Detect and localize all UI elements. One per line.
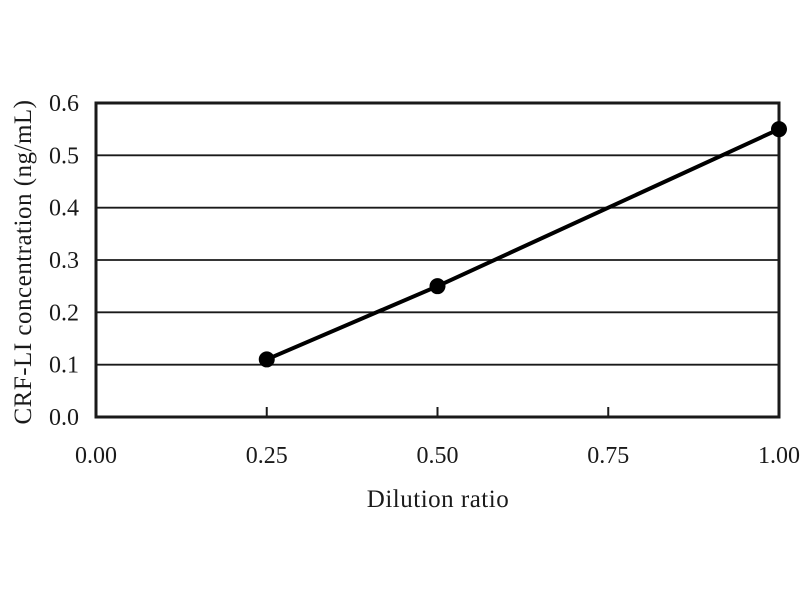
y-tick-label: 0.3 — [49, 248, 79, 274]
y-tick-label: 0.5 — [49, 143, 79, 169]
series-line — [264, 127, 781, 362]
x-tick-label: 0.50 — [417, 443, 459, 469]
data-point — [771, 121, 787, 138]
data-point — [429, 278, 446, 295]
x-tick-label: 0.25 — [246, 443, 288, 469]
plot-frame — [94, 101, 781, 419]
data-point — [258, 351, 275, 368]
y-tick-label: 0.6 — [49, 91, 79, 117]
y-tick-label: 0.1 — [49, 353, 79, 379]
y-tick-label: 0.2 — [49, 300, 79, 326]
x-tick-label: 1.00 — [758, 443, 800, 469]
x-axis-title: Dilution ratio — [366, 486, 510, 513]
y-axis-title: CRF-LI concentration (ng/mL) — [10, 99, 37, 425]
y-tick-label: 0.0 — [49, 405, 79, 431]
y-tick-label: 0.4 — [49, 196, 79, 222]
x-tick-label: 0.75 — [587, 443, 629, 469]
x-tick-label: 0.00 — [75, 443, 117, 469]
